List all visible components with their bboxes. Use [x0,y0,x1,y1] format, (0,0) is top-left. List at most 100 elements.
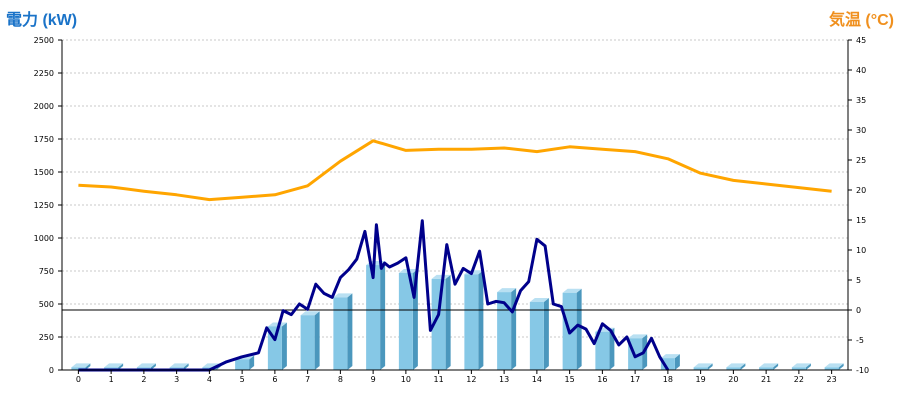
x-tick-label: 19 [696,375,706,384]
bar-front [824,367,839,370]
bar-side [707,363,713,370]
bar-front [464,274,479,370]
bar-top [300,311,320,316]
bar [824,363,844,370]
bar-side [609,327,615,370]
left-axis-title: 電力 (kW) [6,12,78,29]
bar-side [740,363,746,370]
right-tick-label: 40 [856,66,866,75]
x-tick-label: 2 [141,375,146,384]
bar-front [791,367,806,370]
left-tick-label: 1250 [34,201,54,210]
bar-front [333,297,348,370]
bar-top [791,363,811,368]
right-tick-label: 5 [856,276,861,285]
right-tick-label: 0 [856,306,861,315]
bar-front [660,358,675,370]
right-tick-label: 20 [856,186,866,195]
x-tick-label: 6 [272,375,277,384]
x-tick-label: 8 [338,375,343,384]
bar-side [478,270,484,370]
left-tick-label: 250 [39,333,54,342]
x-tick-label: 17 [630,375,640,384]
bar [267,322,287,370]
bar-side [773,363,779,370]
bar-front [693,367,708,370]
bar-side [674,354,680,370]
x-tick-label: 14 [532,375,542,384]
x-tick-label: 22 [794,375,804,384]
bar [497,288,517,370]
right-tick-label: 30 [856,126,866,135]
bar-front [366,265,381,370]
bar-side [805,363,811,370]
x-tick-label: 21 [761,375,771,384]
left-tick-label: 500 [39,300,54,309]
bar-front [759,367,774,370]
x-tick-label: 13 [499,375,509,384]
bar-side [380,261,386,370]
bar-side [281,322,287,370]
x-tick-label: 15 [565,375,575,384]
bar [71,363,91,370]
x-tick-label: 7 [305,375,310,384]
left-tick-label: 2250 [34,69,54,78]
bar [529,298,549,370]
right-tick-label: 15 [856,216,866,225]
bar-front [726,367,741,370]
bar [791,363,811,370]
bar-side [249,355,255,370]
bar-side [445,274,451,370]
bar-top [431,274,451,279]
bar [759,363,779,370]
left-tick-label: 1750 [34,135,54,144]
bar-top [660,354,680,359]
bar [431,274,451,370]
right-axis-title: 気温 (°C) [828,12,894,29]
x-tick-label: 11 [434,375,444,384]
bar-side [85,363,91,370]
bar-side [347,293,353,370]
bar-top [333,293,353,298]
bar-front [595,331,610,370]
bar [366,261,386,370]
left-tick-label: 1000 [34,234,54,243]
bar-side [118,363,124,370]
x-tick-label: 23 [827,375,837,384]
bar-top [693,363,713,368]
x-tick-label: 5 [240,375,245,384]
x-tick-label: 3 [174,375,179,384]
left-tick-label: 0 [49,366,54,375]
bar-front [300,315,315,370]
bar-top [104,363,124,368]
left-tick-label: 1500 [34,168,54,177]
bar-top [628,334,648,339]
x-tick-label: 9 [371,375,376,384]
x-tick-label: 0 [76,375,81,384]
bar-side [314,311,320,370]
bar-top [169,363,189,368]
right-tick-label: 35 [856,96,866,105]
bar-side [150,363,156,370]
bar [693,363,713,370]
bar-top [562,288,582,293]
bar-top [726,363,746,368]
bar-front [71,367,86,370]
bar [726,363,746,370]
right-tick-label: -10 [856,366,869,375]
bar [333,293,353,370]
x-tick-label: 10 [401,375,411,384]
x-tick-label: 4 [207,375,212,384]
bar-front [398,272,413,370]
bar-top [824,363,844,368]
bar-front [497,292,512,370]
bar-top [71,363,91,368]
x-tick-label: 12 [466,375,476,384]
bar-front [529,302,544,370]
x-tick-label: 18 [663,375,673,384]
x-tick-label: 20 [728,375,738,384]
bar [660,354,680,370]
right-tick-label: 25 [856,156,866,165]
bar-front [431,278,446,370]
